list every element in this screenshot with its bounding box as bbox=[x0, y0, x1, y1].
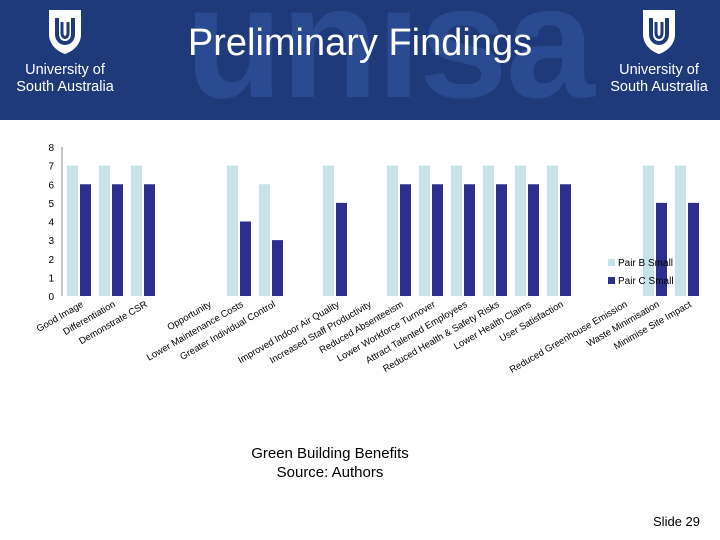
university-name-line1: University of bbox=[25, 62, 105, 78]
university-logo-right[interactable]: University of South Australia bbox=[604, 8, 714, 96]
bar-pair-c bbox=[656, 202, 667, 296]
legend-swatch bbox=[608, 259, 615, 266]
y-tick-label: 8 bbox=[48, 143, 54, 154]
bar-pair-b bbox=[67, 165, 78, 296]
watermark-text: unisa bbox=[185, 0, 595, 120]
caption-source: Source: Authors bbox=[276, 464, 384, 481]
bar-pair-c bbox=[400, 184, 411, 296]
bar-pair-b bbox=[675, 165, 686, 296]
bar-pair-c bbox=[496, 184, 507, 296]
bar-pair-b bbox=[387, 165, 398, 296]
bar-pair-c bbox=[528, 184, 539, 296]
bar-pair-b bbox=[227, 165, 238, 296]
legend-label: Pair C Small bbox=[618, 276, 674, 287]
y-tick-label: 3 bbox=[48, 236, 54, 247]
chart-caption: Green Building Benefits Source: Authors bbox=[180, 444, 480, 482]
bar-pair-b bbox=[323, 165, 334, 296]
bar-pair-c bbox=[560, 184, 571, 296]
y-tick-label: 7 bbox=[48, 162, 54, 173]
bar-pair-b bbox=[259, 184, 270, 296]
bar-pair-c bbox=[432, 184, 443, 296]
bar-pair-b bbox=[419, 165, 430, 296]
bar-pair-c bbox=[240, 221, 251, 296]
slide-number: Slide 29 bbox=[653, 514, 700, 529]
y-tick-label: 0 bbox=[48, 292, 54, 303]
bar-pair-c bbox=[144, 184, 155, 296]
y-tick-label: 6 bbox=[48, 180, 54, 191]
bar-pair-c bbox=[336, 202, 347, 296]
bar-pair-c bbox=[112, 184, 123, 296]
bar-pair-c bbox=[464, 184, 475, 296]
bar-pair-b bbox=[547, 165, 558, 296]
divider bbox=[0, 120, 172, 124]
university-name-line2: South Australia bbox=[16, 79, 114, 95]
bar-pair-c bbox=[80, 184, 91, 296]
bar-pair-b bbox=[643, 165, 654, 296]
y-tick-label: 2 bbox=[48, 255, 54, 266]
y-tick-label: 4 bbox=[48, 218, 54, 229]
bar-pair-c bbox=[688, 221, 699, 296]
crest-icon bbox=[643, 10, 675, 54]
university-name-line2: South Australia bbox=[610, 79, 708, 95]
y-tick-label: 5 bbox=[48, 199, 54, 210]
bar-pair-b bbox=[99, 165, 110, 296]
bar-pair-b bbox=[451, 165, 462, 296]
university-name-line1: University of bbox=[619, 62, 699, 78]
legend-label: Pair B Small bbox=[618, 258, 673, 269]
bar-pair-c bbox=[272, 240, 283, 296]
header-banner: unisa University of South Australia Prel… bbox=[0, 0, 720, 120]
bar-pair-b bbox=[483, 165, 494, 296]
legend-swatch bbox=[608, 277, 615, 284]
university-name: University of South Australia bbox=[604, 62, 714, 96]
y-tick-label: 1 bbox=[48, 273, 54, 284]
university-name: University of South Australia bbox=[10, 62, 120, 96]
slide-title: Preliminary Findings bbox=[187, 22, 533, 64]
caption-title: Green Building Benefits bbox=[251, 445, 409, 462]
bar-pair-b bbox=[515, 165, 526, 296]
university-logo-left[interactable]: University of South Australia bbox=[10, 8, 120, 96]
crest-icon bbox=[49, 10, 81, 54]
bar-pair-b bbox=[131, 165, 142, 296]
